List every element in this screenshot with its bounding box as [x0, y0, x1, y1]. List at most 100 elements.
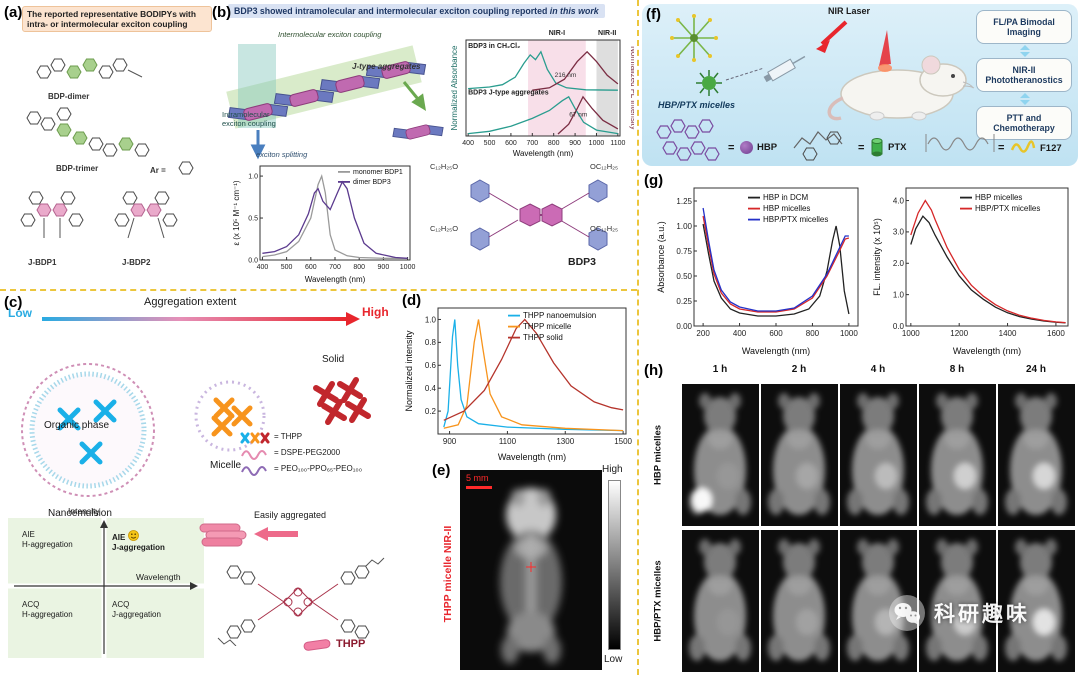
f127-name: F127 [1040, 143, 1062, 154]
bdp-trimer-structure [26, 107, 150, 157]
divider-horizontal [0, 289, 637, 291]
svg-text:800: 800 [353, 264, 365, 271]
dashed-guide-line [725, 67, 765, 81]
panel-g: (g) 200 400 600 800 1000 0.00 0.25 0.50 0.75 1.00… [642, 172, 1078, 360]
f127-structure [925, 134, 995, 152]
substituent-label: OC₁₂H₂₅ [590, 224, 619, 233]
chart-thpp-emission: 900 1100 1300 1500 0.2 0.4 0.6 0.8 1.0 Wavelength… [404, 300, 634, 462]
cell-line1: ACQ [112, 600, 130, 609]
hyperbranched-polymer-icon [670, 14, 718, 62]
organic-phase-label: Organic phase [44, 420, 110, 431]
thpp-capsule-icon [303, 639, 331, 651]
solid-label: Solid [322, 354, 345, 365]
panel-e: (e) THPP micelle NIR-II 5 mm High Low [432, 462, 636, 674]
updown-arrow-icon [1020, 45, 1030, 57]
mouse-image [761, 384, 838, 526]
j-bdp1-structure [20, 191, 84, 238]
exciton-coupling-diagram [226, 44, 446, 160]
intermolecular-annotation: Intermolecular exciton coupling [278, 30, 382, 39]
structure-label: BDP-trimer [56, 164, 99, 173]
svg-text:0.25: 0.25 [676, 297, 692, 306]
scalebar [466, 486, 492, 489]
svg-text:500: 500 [281, 264, 293, 271]
svg-text:700: 700 [526, 140, 538, 147]
left-arrow-icon [254, 527, 298, 541]
svg-text:Wavelength (nm): Wavelength (nm) [513, 149, 574, 158]
svg-text:dimer BDP3: dimer BDP3 [353, 179, 391, 186]
svg-text:1100: 1100 [610, 140, 625, 147]
substituent-label: C₁₂H₂₅O [430, 224, 459, 233]
svg-text:Wavelength (nm): Wavelength (nm) [953, 346, 1021, 356]
legend-thpp: = THPP [274, 432, 303, 441]
substituent-label: C₁₂H₂₅O [430, 162, 459, 171]
svg-text:1.00: 1.00 [676, 222, 692, 231]
svg-text:1200: 1200 [950, 329, 968, 338]
panel-a-header: The reported representative BODIPYs with… [22, 6, 212, 33]
nir-laser-label: NIR Laser [828, 6, 871, 16]
low-label: Low [8, 306, 32, 320]
svg-text:Wavelength (nm): Wavelength (nm) [742, 346, 810, 356]
row-label: HBP/PTX micelles [652, 560, 664, 642]
svg-text:1500: 1500 [614, 437, 632, 446]
panel-b-label: (b) [212, 4, 232, 21]
quadrant-cell-acq-h: ACQ H-aggregation [22, 600, 73, 620]
svg-text:1.25: 1.25 [676, 197, 692, 206]
panel-f: (f) NIR Laser [642, 4, 1078, 166]
outcome-box-imaging: FL/PA Bimodal Imaging [976, 10, 1072, 44]
panel-c-label: (c) [4, 294, 23, 311]
svg-text:0.50: 0.50 [676, 272, 692, 281]
svg-text:600: 600 [769, 329, 783, 338]
panel-e-label: (e) [432, 462, 451, 479]
mouse-image [840, 384, 917, 526]
svg-text:NIR-II: NIR-II [598, 30, 616, 37]
outcome-box-ptt: PTT and Chemotherapy [976, 106, 1072, 140]
svg-text:BDP3 in CH₂Cl₂: BDP3 in CH₂Cl₂ [468, 43, 520, 50]
panel-b-header-em: in this work [549, 6, 599, 16]
outcome-box-phototheranostics: NIR-II Phototheranostics [976, 58, 1072, 92]
svg-text:400: 400 [462, 140, 474, 147]
laser-arrow-icon [816, 20, 848, 53]
solid-illustration [313, 377, 371, 425]
equals-sign: = [728, 142, 735, 154]
svg-text:0.2: 0.2 [425, 407, 437, 416]
svg-text:67 nm: 67 nm [569, 111, 587, 118]
svg-text:Absorbance (a.u.): Absorbance (a.u.) [656, 221, 666, 293]
mouse-illustration [827, 30, 975, 121]
svg-text:600: 600 [305, 264, 317, 271]
divider-vertical [637, 0, 639, 675]
svg-text:Normalized FL Intensity: Normalized FL Intensity [629, 46, 634, 130]
thpp-structure [217, 557, 385, 646]
cell-line2: J-aggregation [112, 610, 161, 619]
nanoemulsion-label: Nanoemulsion [48, 508, 112, 519]
svg-text:4.0: 4.0 [893, 196, 905, 205]
nir2-mouse-image: 5 mm [460, 470, 602, 670]
aggregation-title: Aggregation extent [144, 296, 237, 308]
svg-text:HBP micelles: HBP micelles [763, 204, 810, 213]
svg-text:1600: 1600 [1047, 329, 1065, 338]
chart-bdp-monomer-dimer: 400 500 600 700 800 900 1000 0.0 0.5 1.0 Wavelengt… [232, 160, 416, 284]
hbp-ball-icon [740, 141, 753, 154]
svg-text:600: 600 [505, 140, 517, 147]
svg-text:700: 700 [329, 264, 341, 271]
svg-text:1400: 1400 [999, 329, 1017, 338]
panel-d: (d) 900 1100 1300 1500 0.2 0.4 0.6 0.8 1.0 Wavele… [400, 292, 636, 464]
colorbar [608, 480, 621, 650]
f127-squiggle-icon [1010, 140, 1036, 153]
j-type-annotation: J-type aggregates [352, 62, 421, 71]
structure-label: J-BDP1 [28, 258, 57, 267]
svg-text:400: 400 [733, 329, 747, 338]
svg-text:1.0: 1.0 [248, 174, 258, 181]
time-label: 4 h [870, 364, 886, 375]
svg-text:1300: 1300 [556, 437, 574, 446]
svg-text:BDP3 J-type aggregates: BDP3 J-type aggregates [468, 89, 549, 96]
chart-bdp3-spectra: 400 500 600 700 800 900 1000 1100 Wavelength (nm… [450, 26, 638, 158]
svg-text:NIR-I: NIR-I [549, 30, 565, 37]
svg-text:0.4: 0.4 [425, 384, 437, 393]
svg-text:900: 900 [378, 264, 390, 271]
colorbar-high-label: High [602, 464, 623, 475]
mouse-image [682, 384, 759, 526]
row-label: HBP micelles [652, 424, 664, 486]
svg-text:0.5: 0.5 [248, 215, 258, 222]
mouse-image [998, 384, 1075, 526]
micelle-icon [696, 70, 722, 96]
